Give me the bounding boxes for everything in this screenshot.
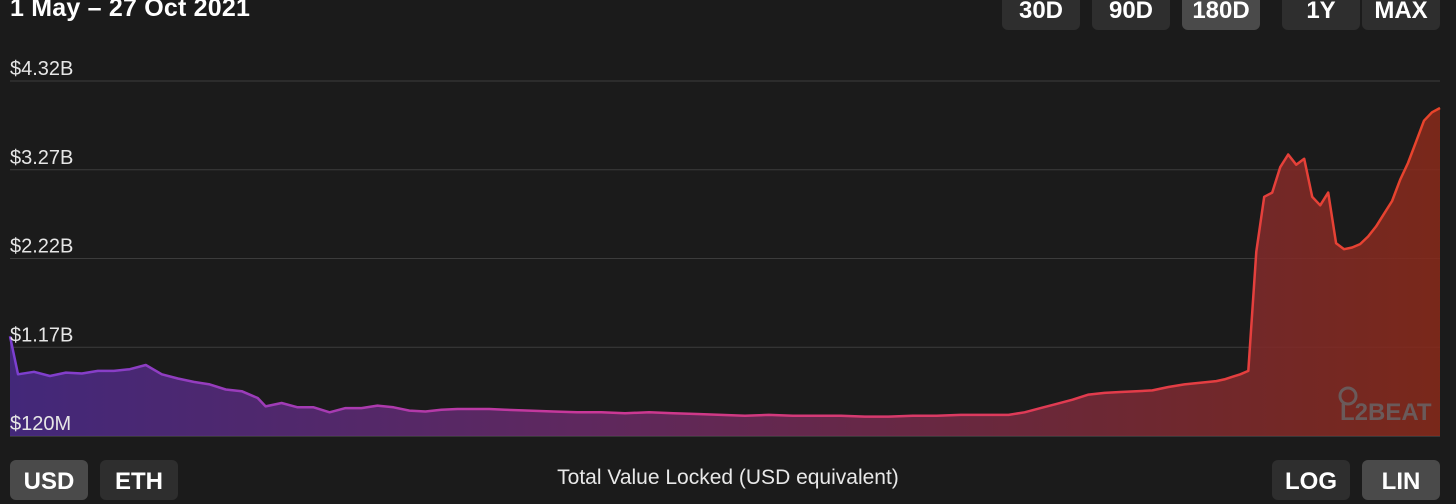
tvl-series-line: [8, 106, 1441, 418]
watermark-text: L2BEAT: [1340, 399, 1432, 426]
date-range-title: 1 May – 27 Oct 2021: [10, 0, 251, 22]
range-30d-button[interactable]: 30D: [1002, 0, 1080, 30]
range-180d-button[interactable]: 180D: [1182, 0, 1260, 30]
tvl-area: [10, 108, 1440, 436]
range-1y-button[interactable]: 1Y: [1282, 0, 1360, 30]
y-tick-label: $1.17B: [10, 324, 73, 346]
chart-title: Total Value Locked (USD equivalent): [557, 466, 899, 489]
l2beat-watermark: L2BEAT: [1338, 386, 1432, 426]
tvl-chart: $120M $1.17B $2.22B $3.27B $4.32B L2BEAT: [8, 58, 1441, 437]
range-max-button[interactable]: MAX: [1362, 0, 1440, 30]
y-tick-label: $120M: [10, 413, 71, 435]
y-tick-label: $3.27B: [10, 147, 73, 169]
y-tick-label: $2.22B: [10, 236, 73, 258]
y-axis-ticks: $120M $1.17B $2.22B $3.27B $4.32B: [10, 58, 73, 435]
y-tick-label: $4.32B: [10, 58, 73, 80]
heart-icon: [1338, 386, 1358, 406]
range-90d-button[interactable]: 90D: [1092, 0, 1170, 30]
